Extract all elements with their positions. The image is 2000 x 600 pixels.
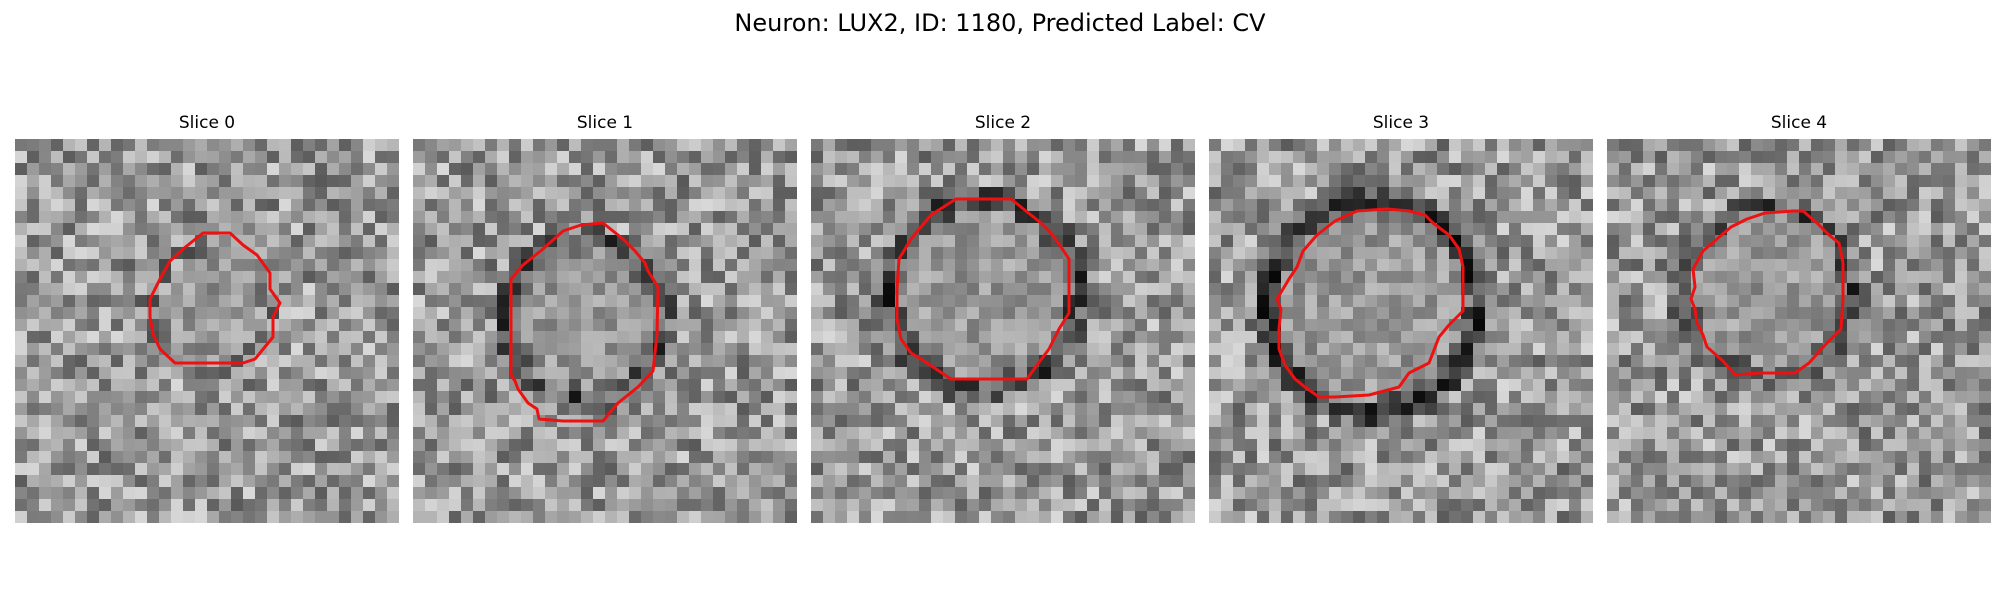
- slice-panel: Slice 2: [811, 112, 1195, 523]
- segmentation-contour: [148, 231, 282, 365]
- slice-image: [413, 139, 797, 523]
- slice-image: [811, 139, 1195, 523]
- slice-panel: Slice 1: [413, 112, 797, 523]
- slice-title: Slice 2: [974, 113, 1032, 133]
- segmentation-contour: [1275, 207, 1465, 399]
- slice-pixel-grid: [811, 139, 1195, 523]
- segmentation-contour: [509, 221, 660, 423]
- slice-title: Slice 4: [1770, 113, 1828, 133]
- slice-panel: Slice 3: [1209, 112, 1593, 523]
- slice-image: [1209, 139, 1593, 523]
- slice-image: [1607, 139, 1991, 523]
- slice-panel: Slice 4: [1607, 112, 1991, 523]
- slice-title: Slice 1: [576, 113, 634, 133]
- slice-title: Slice 3: [1372, 113, 1430, 133]
- slice-pixel-grid: [1209, 139, 1593, 523]
- slice-panel: Slice 0: [15, 112, 399, 523]
- slice-pixel-grid: [15, 139, 399, 523]
- slice-image: [15, 139, 399, 523]
- slice-pixel-grid: [1607, 139, 1991, 523]
- figure-title: Neuron: LUX2, ID: 1180, Predicted Label:…: [734, 9, 1266, 37]
- slice-title: Slice 0: [178, 113, 236, 133]
- segmentation-contour: [1689, 209, 1845, 377]
- segmentation-contour: [895, 197, 1071, 381]
- slice-pixel-grid: [413, 139, 797, 523]
